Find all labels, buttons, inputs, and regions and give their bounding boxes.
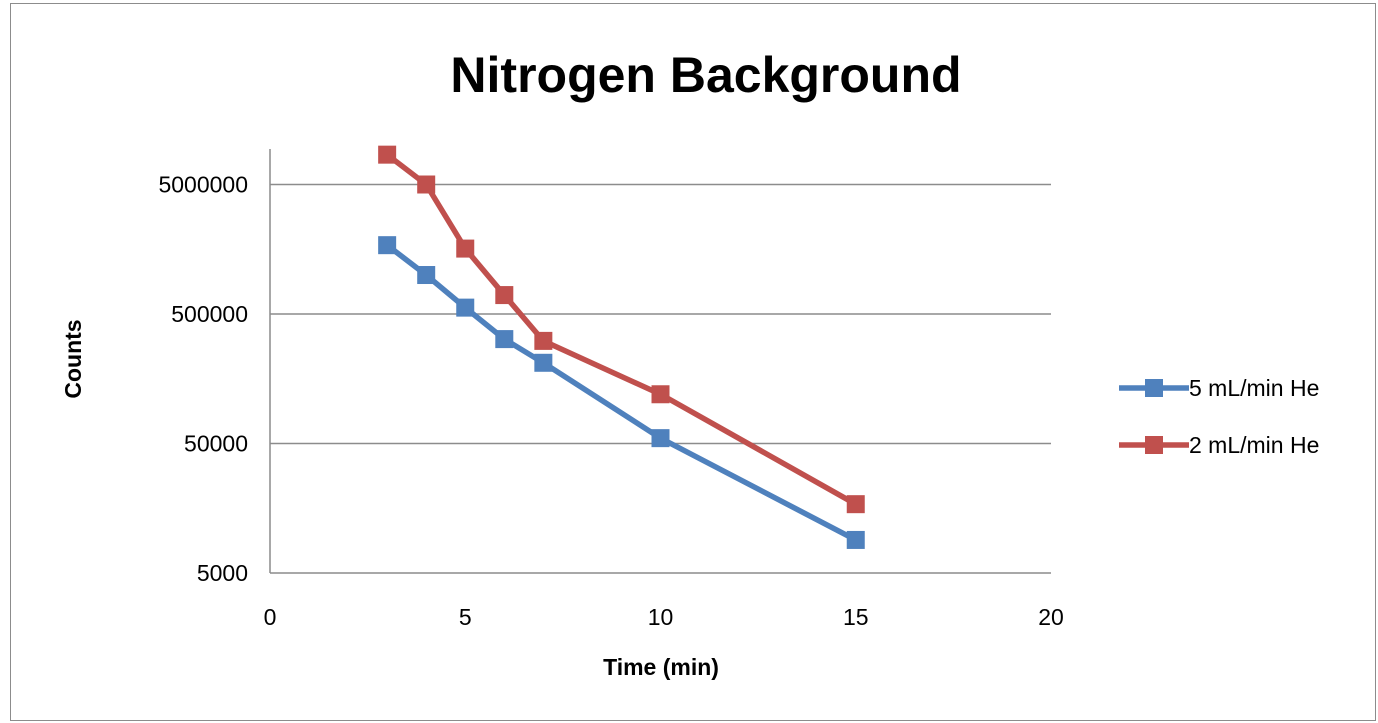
y-tick-label: 5000000 <box>158 172 248 198</box>
data-point-marker <box>417 175 436 194</box>
data-point-marker <box>651 429 670 448</box>
series-layer <box>378 145 865 549</box>
legend-label-2: 2 mL/min He <box>1189 432 1319 458</box>
legend-label-1: 5 mL/min He <box>1189 375 1319 401</box>
x-tick-label: 5 <box>459 604 472 630</box>
chart-title: Nitrogen Background <box>450 47 961 103</box>
x-tick-label: 10 <box>648 604 674 630</box>
y-tick-label: 50000 <box>184 431 248 457</box>
data-point-marker <box>417 266 436 285</box>
y-tick-label: 5000 <box>197 560 248 586</box>
data-point-marker <box>651 385 670 404</box>
data-point-marker <box>846 530 865 549</box>
y-tick-label: 500000 <box>171 301 248 327</box>
line-chart: Nitrogen Background 5000 50000 500000 50000… <box>60 47 1319 680</box>
y-axis-label: Counts <box>60 319 86 398</box>
data-point-marker <box>534 331 553 350</box>
x-tick-label: 15 <box>843 604 869 630</box>
data-point-marker <box>534 353 553 372</box>
data-point-marker <box>378 236 397 255</box>
x-axis-label: Time (min) <box>603 654 719 680</box>
legend-marker-2 <box>1145 436 1163 454</box>
data-point-marker <box>495 286 514 305</box>
legend: 5 mL/min He 2 mL/min He <box>1119 375 1319 458</box>
data-point-marker <box>456 239 475 258</box>
x-tick-label: 0 <box>264 604 277 630</box>
x-tick-label: 20 <box>1038 604 1064 630</box>
data-point-marker <box>495 330 514 349</box>
chart-frame: Nitrogen Background 5000 50000 500000 50000… <box>10 3 1376 721</box>
tick-labels: 5000 50000 500000 5000000 0 5 10 15 20 <box>158 172 1063 631</box>
data-point-marker <box>456 298 475 317</box>
data-point-marker <box>378 145 397 164</box>
legend-marker-1 <box>1145 379 1163 397</box>
axes <box>269 149 1051 574</box>
series-line-1 <box>384 242 859 543</box>
series-line-2 <box>384 151 859 507</box>
gridlines <box>270 183 1051 445</box>
data-point-marker <box>846 495 865 514</box>
